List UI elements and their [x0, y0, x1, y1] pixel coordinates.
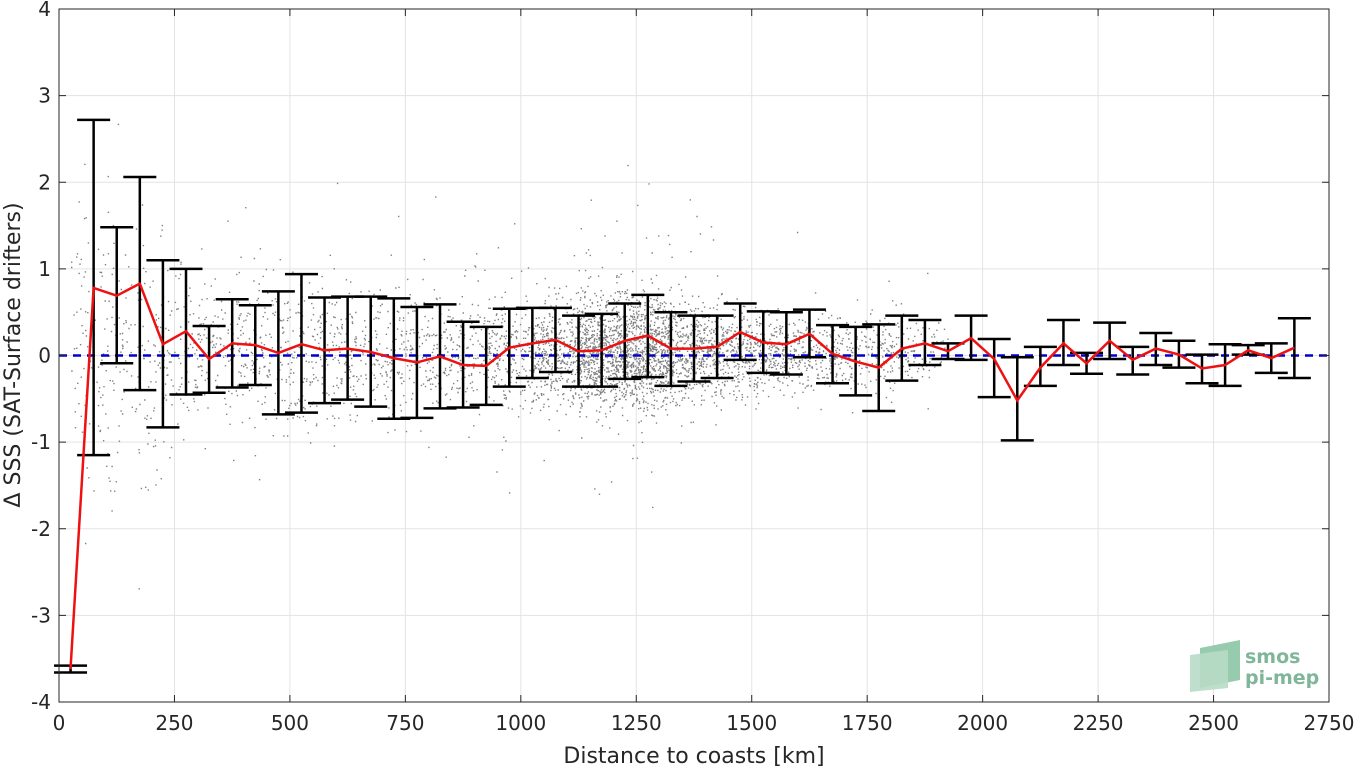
y-tick-label: 0	[38, 344, 51, 368]
x-tick-label: 750	[386, 711, 424, 735]
x-tick-label: 2500	[1188, 711, 1239, 735]
x-axis-ticks: 0 250 500 750 1000 1250 1500 1750 2000 2250 2500 27…	[53, 9, 1355, 735]
x-tick-label: 2250	[1073, 711, 1124, 735]
x-axis-label: Distance to coasts [km]	[563, 744, 824, 769]
logo-graphic-front	[1190, 650, 1228, 692]
x-tick-label: 2000	[957, 711, 1008, 735]
x-tick-label: 0	[53, 711, 66, 735]
y-tick-label: 4	[38, 0, 51, 21]
x-tick-label: 1500	[726, 711, 777, 735]
y-axis-label: Δ SSS (SAT-Surface drifters)	[1, 202, 26, 507]
y-tick-label: -2	[31, 517, 51, 541]
y-axis-ticks: -4 -3 -2 -1 0 1 2 3 4	[31, 0, 1329, 714]
y-tick-label: 1	[38, 257, 51, 281]
y-tick-label: -3	[31, 603, 51, 627]
x-tick-label: 2750	[1304, 711, 1355, 735]
logo-line1: smos	[1245, 646, 1300, 668]
error-bar	[977, 337, 1011, 399]
x-tick-label: 250	[155, 711, 193, 735]
logo-line2: pi-mep	[1245, 667, 1319, 689]
y-tick-label: -4	[31, 690, 51, 714]
smos-pi-mep-logo: smos pi-mep	[1190, 640, 1319, 692]
y-tick-label: -1	[31, 430, 51, 454]
mean-line	[69, 281, 1295, 670]
y-tick-label: 3	[38, 84, 51, 108]
x-tick-label: 1750	[842, 711, 893, 735]
x-tick-label: 500	[271, 711, 309, 735]
x-tick-label: 1000	[495, 711, 546, 735]
x-tick-label: 1250	[611, 711, 662, 735]
y-tick-label: 2	[38, 170, 51, 194]
